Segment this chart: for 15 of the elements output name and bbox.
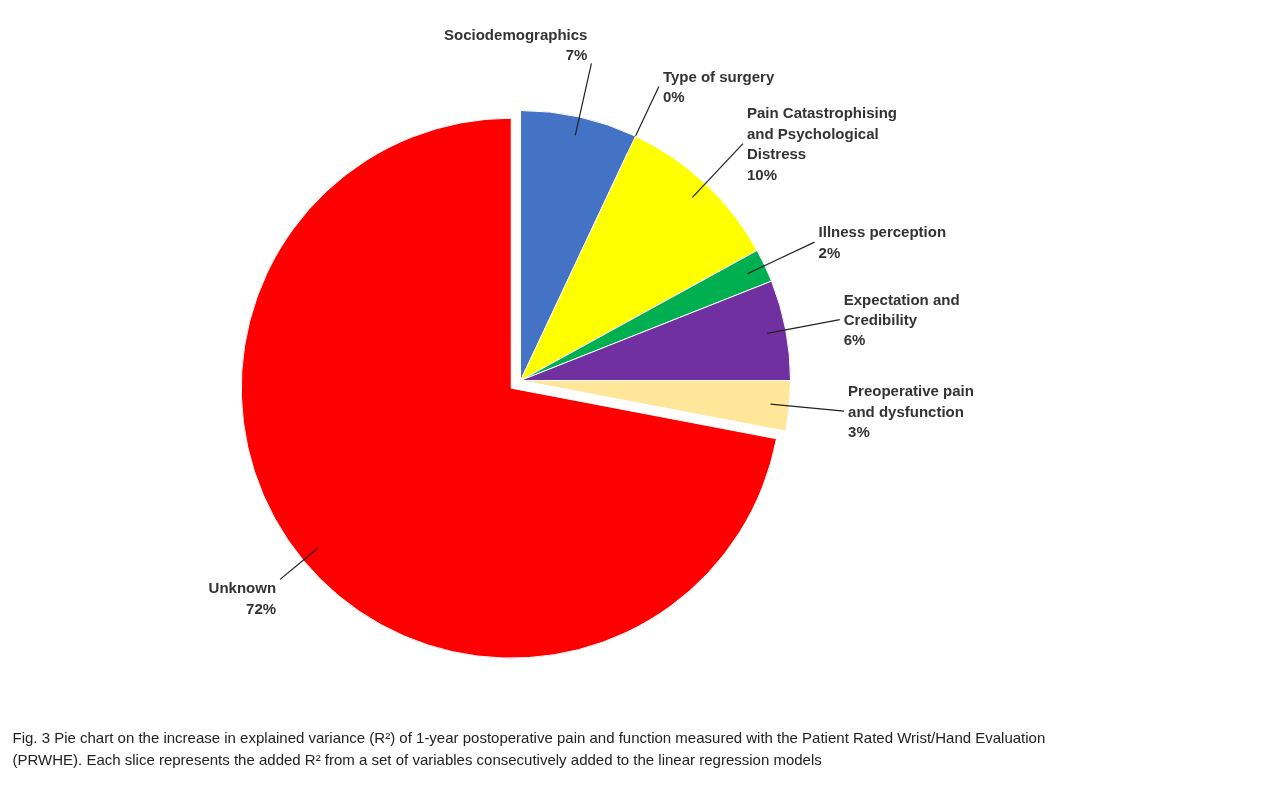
text: 0% — [662, 88, 685, 106]
slice-label: Unknown — [208, 579, 277, 597]
data-label: 3% — [848, 422, 870, 440]
data-label: 7% — [565, 46, 588, 64]
data-label: 10% — [746, 165, 778, 183]
data-label: 6% — [843, 331, 866, 349]
data-label: 72% — [246, 599, 277, 617]
slice-label: Preoperative pain and dysfunction — [848, 382, 974, 420]
slice-label: Illness perception — [818, 223, 947, 241]
category-label: Type of surgery — [662, 67, 775, 85]
data-label: 2% — [818, 243, 841, 261]
caption: Fig. 3 Pie chart on the increase in explained variance (R²) of 1-year postoperative pain and function measured with the Patient Rated Wrist/Hand Evaluation (PRWHE). Each slice represents the added R² from a set of variables consecutively added to the linear regression models — [12, 728, 1046, 768]
slice-label: Expectation and Credibility — [843, 290, 960, 329]
slice-label: Pain Catastrophising and Psychological Distress — [746, 104, 898, 163]
slice-label: Sociodemographics — [444, 25, 588, 43]
